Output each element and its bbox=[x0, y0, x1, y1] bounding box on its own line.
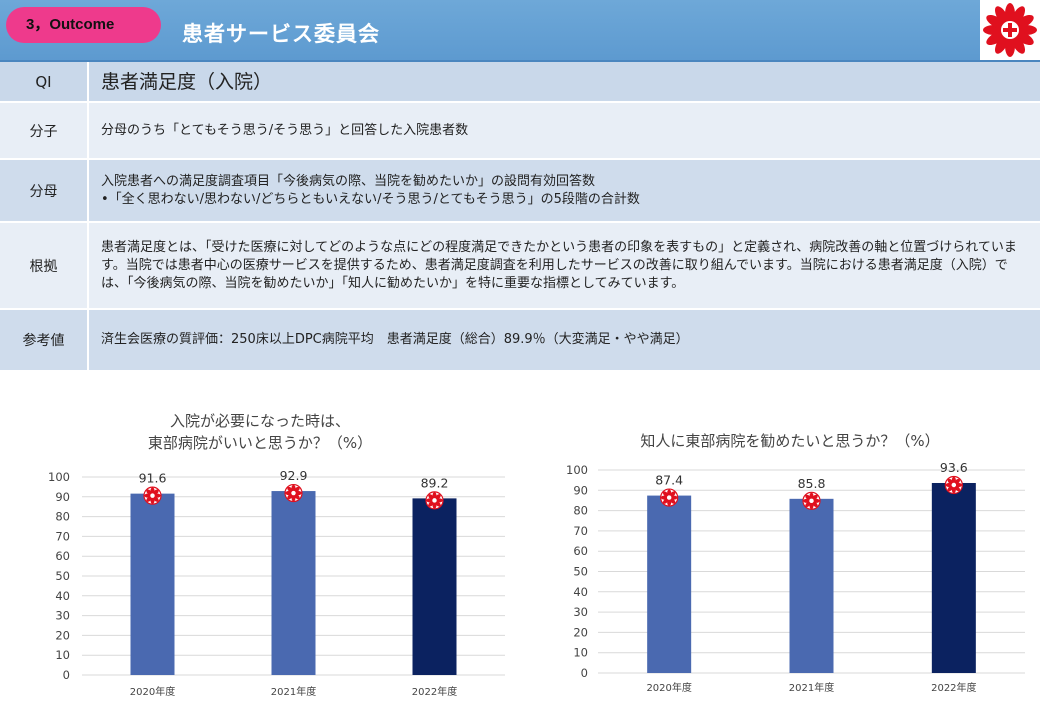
section-badge: 3，Outcome bbox=[6, 7, 161, 43]
y-tick-label: 20 bbox=[573, 625, 588, 639]
y-tick-label: 30 bbox=[55, 609, 70, 623]
bar bbox=[271, 491, 316, 675]
row-text: 分母のうち「とてもそう思う/そう思う」と回答した入院患者数 bbox=[101, 122, 469, 138]
row-text: 入院患者への満足度調査項目「今後病気の際、当院を勧めたいか」の設問有効回答数 bbox=[101, 173, 596, 189]
marker-icon bbox=[802, 491, 821, 510]
y-tick-label: 40 bbox=[573, 585, 588, 599]
chart-2-title: 知人に東部病院を勧めたいと思うか？（%） bbox=[560, 430, 1020, 452]
table-row-denominator: 分母 入院患者への満足度調査項目「今後病気の際、当院を勧めたいか」の設問有効回答… bbox=[0, 159, 1040, 223]
saiseikai-logo-icon bbox=[980, 0, 1040, 60]
row-text: 患者満足度とは、「受けた医療に対してどのような点にどの程度満足できたかという患者… bbox=[101, 239, 1017, 291]
x-tick-label: 2020年度 bbox=[130, 685, 175, 698]
y-tick-label: 10 bbox=[573, 646, 588, 660]
y-tick-label: 0 bbox=[581, 666, 588, 680]
data-label: 93.6 bbox=[940, 460, 968, 475]
table-row-rationale: 根拠 患者満足度とは、「受けた医療に対してどのような点にどの程度満足できたかとい… bbox=[0, 222, 1040, 310]
qi-label: QI bbox=[0, 62, 89, 103]
marker-icon bbox=[284, 483, 303, 503]
marker-icon bbox=[143, 486, 162, 505]
x-tick-label: 2022年度 bbox=[931, 681, 976, 694]
row-value: 済生会医療の質評価：250床以上DPC病院平均 患者満足度（総合）89.9％（大… bbox=[88, 309, 1040, 372]
y-tick-label: 90 bbox=[573, 483, 588, 497]
y-tick-label: 100 bbox=[48, 470, 70, 484]
y-tick-label: 50 bbox=[573, 565, 588, 579]
page-title: 患者サービス委員会 bbox=[182, 22, 380, 46]
row-text: •「全く思わない/思わない/どちらともいえない/そう思う/とてもそう思う」の5段… bbox=[101, 191, 640, 207]
row-label: 分母 bbox=[0, 159, 89, 223]
y-tick-label: 50 bbox=[55, 569, 70, 583]
y-tick-label: 80 bbox=[573, 504, 588, 518]
row-label: 根拠 bbox=[0, 222, 89, 310]
marker-icon bbox=[944, 475, 963, 495]
table-row-reference: 参考値 済生会医療の質評価：250床以上DPC病院平均 患者満足度（総合）89.… bbox=[0, 309, 1040, 372]
chart-2: 0 10 20 30 40 50 60 70 80 90 100 87.4 2020年度 85.8 2021… bbox=[566, 460, 1025, 694]
row-value: 入院患者への満足度調査項目「今後病気の際、当院を勧めたいか」の設問有効回答数 •… bbox=[88, 159, 1040, 223]
y-tick-label: 20 bbox=[55, 628, 70, 642]
y-tick-label: 10 bbox=[55, 648, 70, 662]
chart-title-line: 知人に東部病院を勧めたいと思うか？（%） bbox=[640, 432, 940, 450]
table-row-numerator: 分子 分母のうち「とてもそう思う/そう思う」と回答した入院患者数 bbox=[0, 102, 1040, 160]
y-tick-label: 90 bbox=[55, 490, 70, 504]
data-label: 87.4 bbox=[655, 473, 683, 488]
row-text: 済生会医療の質評価：250床以上DPC病院平均 患者満足度（総合）89.9％（大… bbox=[101, 332, 689, 347]
row-label: 分子 bbox=[0, 102, 89, 160]
data-label: 85.8 bbox=[798, 476, 826, 491]
x-tick-label: 2021年度 bbox=[271, 685, 316, 698]
row-label: 参考値 bbox=[0, 309, 89, 372]
marker-icon bbox=[660, 488, 679, 507]
bar bbox=[130, 493, 175, 675]
x-tick-label: 2020年度 bbox=[646, 681, 691, 694]
qi-title: 患者満足度（入院） bbox=[88, 62, 1040, 103]
chart-title-line: 東部病院がいいと思うか？（%） bbox=[147, 434, 373, 452]
qi-header-row: QI 患者満足度（入院） bbox=[0, 62, 1040, 103]
y-tick-label: 60 bbox=[573, 544, 588, 558]
data-label: 89.2 bbox=[421, 475, 449, 490]
y-tick-label: 70 bbox=[573, 524, 588, 538]
data-label: 92.9 bbox=[280, 468, 308, 483]
y-tick-label: 70 bbox=[55, 529, 70, 543]
y-tick-label: 100 bbox=[566, 463, 588, 477]
bar bbox=[789, 498, 834, 673]
x-tick-label: 2021年度 bbox=[789, 681, 834, 694]
chart-1-title: 入院が必要になった時は、東部病院がいいと思うか？（%） bbox=[40, 410, 480, 454]
bar bbox=[931, 482, 976, 673]
y-tick-label: 40 bbox=[55, 589, 70, 603]
x-tick-label: 2022年度 bbox=[412, 685, 457, 698]
header-bar: 3，Outcome 患者サービス委員会 bbox=[0, 0, 1040, 62]
row-value: 患者満足度とは、「受けた医療に対してどのような点にどの程度満足できたかという患者… bbox=[88, 222, 1040, 310]
bar bbox=[412, 498, 457, 675]
bar bbox=[647, 495, 692, 673]
data-label: 91.6 bbox=[139, 471, 167, 486]
row-value: 分母のうち「とてもそう思う/そう思う」と回答した入院患者数 bbox=[88, 102, 1040, 160]
y-tick-label: 30 bbox=[573, 605, 588, 619]
y-tick-label: 80 bbox=[55, 510, 70, 524]
chart-1: 0 10 20 30 40 50 60 70 80 90 100 91.6 2020年度 92.9 2021… bbox=[48, 468, 505, 698]
chart-title-line: 入院が必要になった時は、 bbox=[169, 412, 350, 430]
marker-icon bbox=[425, 491, 444, 510]
y-tick-label: 60 bbox=[55, 549, 70, 563]
qi-table: QI 患者満足度（入院） 分子 分母のうち「とてもそう思う/そう思う」と回答した… bbox=[0, 62, 1040, 372]
y-tick-label: 0 bbox=[63, 668, 70, 682]
